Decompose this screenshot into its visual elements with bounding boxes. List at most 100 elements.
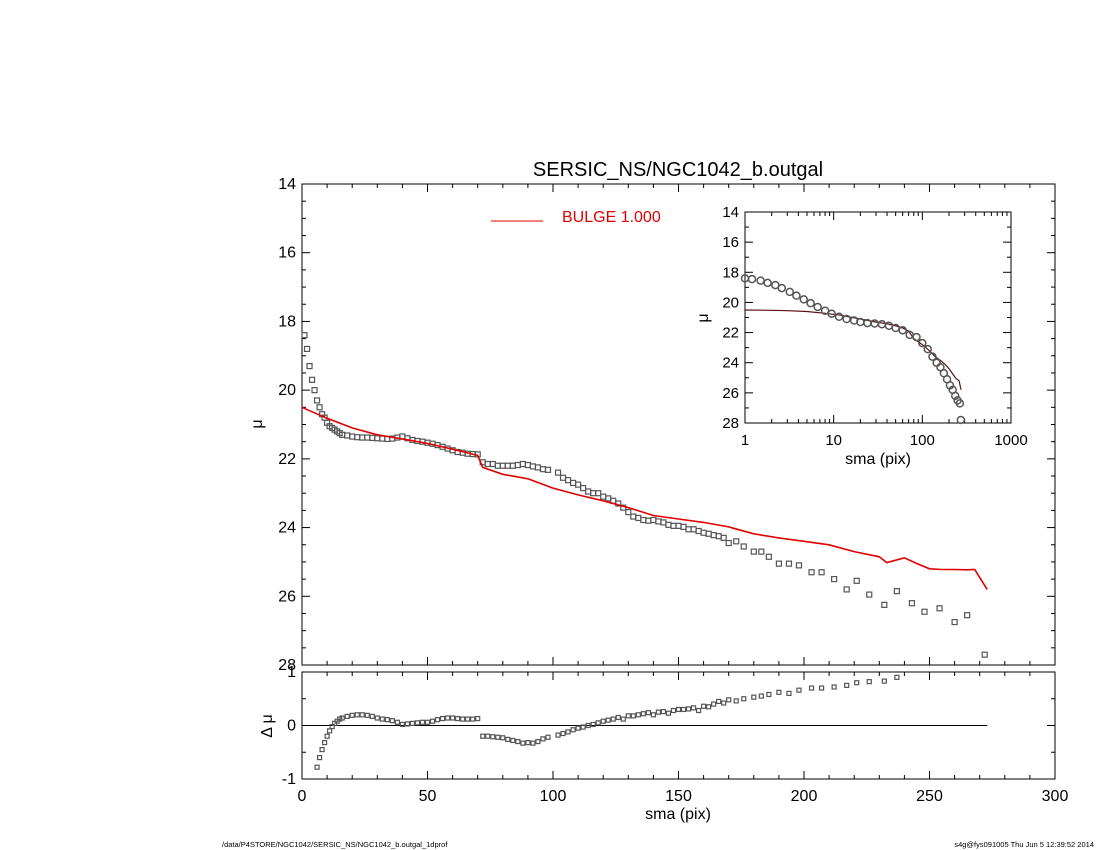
inset-data-point	[799, 295, 809, 304]
data-point	[660, 519, 667, 526]
residual-point	[645, 710, 651, 716]
residual-plot-panel: -101 0 50 100 150 200 250 300 Δ μ sma (pix)	[259, 664, 1068, 823]
residual-point	[570, 727, 576, 733]
residual-point	[630, 713, 636, 719]
data-point	[853, 577, 860, 584]
inset-data-point	[928, 352, 937, 361]
data-point	[785, 560, 793, 567]
x-tick-label: 1	[741, 432, 749, 449]
residual-point	[419, 719, 426, 725]
residual-point	[324, 733, 330, 739]
data-point	[964, 612, 971, 619]
residual-point	[670, 707, 677, 714]
data-point	[715, 533, 722, 540]
data-point	[313, 397, 321, 404]
footer-host-timestamp: s4g@fys091005 Thu Jun 5 12:39:52 2014	[954, 840, 1094, 849]
data-point	[344, 432, 351, 439]
data-point	[349, 433, 356, 440]
y-tick-label: 26	[722, 385, 739, 402]
data-point	[359, 434, 366, 441]
residual-point	[500, 735, 506, 741]
residual-point	[369, 713, 375, 720]
residual-point	[364, 712, 370, 718]
data-point	[710, 532, 717, 539]
data-point	[866, 591, 873, 598]
inset-data-point	[820, 306, 830, 315]
data-point	[514, 461, 521, 469]
data-point	[750, 548, 757, 555]
residual-point	[695, 707, 702, 714]
residual-y-axis-label: Δ μ	[259, 714, 276, 737]
data-point	[595, 490, 602, 497]
data-point	[630, 513, 637, 520]
data-point	[685, 526, 692, 533]
data-point	[544, 466, 552, 473]
data-point	[316, 404, 323, 411]
inset-data-point	[912, 332, 921, 342]
residual-point	[465, 716, 471, 722]
residual-point	[844, 682, 850, 688]
data-point	[600, 493, 607, 500]
data-point	[670, 522, 677, 529]
residual-point	[515, 738, 521, 745]
data-point	[580, 484, 587, 492]
inset-data-point	[806, 298, 815, 308]
residual-point	[818, 685, 825, 691]
residual-y-ticks: -1 0 1	[282, 664, 1055, 788]
data-point	[695, 527, 702, 535]
data-point	[574, 481, 582, 488]
residual-point	[319, 746, 325, 753]
data-point	[640, 516, 647, 524]
data-point	[489, 460, 496, 468]
data-point	[534, 464, 542, 471]
residual-point	[585, 722, 591, 729]
inset-data-point	[918, 338, 927, 348]
inset-data-point	[936, 362, 945, 372]
residual-point	[758, 693, 764, 699]
residual-point	[610, 716, 616, 722]
inset-plot-panel: 14 16 18 20 22 24 26 28 1 10 100 1000 μ sma (pix)	[695, 204, 1028, 468]
residual-point	[690, 705, 697, 711]
inset-data-point	[785, 287, 795, 297]
y-tick-label: 18	[722, 264, 739, 281]
inset-data-point	[950, 391, 960, 401]
data-point	[564, 477, 572, 484]
data-point	[554, 469, 562, 476]
data-point	[740, 543, 747, 550]
data-point	[625, 509, 632, 516]
data-point	[758, 548, 765, 555]
residual-point	[660, 708, 667, 715]
residual-point	[495, 734, 501, 740]
data-point	[301, 332, 308, 339]
residual-point	[716, 698, 722, 705]
data-point	[524, 461, 532, 469]
inset-data-point	[898, 326, 907, 335]
residual-point	[894, 674, 900, 680]
residual-point	[480, 733, 486, 739]
residual-point	[665, 710, 672, 716]
residual-point	[344, 713, 350, 720]
residual-point	[590, 721, 596, 728]
y-tick-label: 24	[722, 355, 739, 372]
residual-point	[404, 721, 411, 727]
data-point	[509, 462, 516, 469]
inset-data-point	[842, 314, 851, 324]
data-point	[605, 495, 612, 502]
residual-point	[339, 715, 345, 721]
data-point	[311, 387, 318, 394]
plot-title: SERSIC_NS/NGC1042_b.outgal	[533, 159, 823, 181]
inset-data-point	[763, 278, 772, 288]
x-tick-label: 50	[419, 788, 437, 805]
data-point	[775, 560, 783, 567]
residual-point	[575, 725, 581, 731]
residual-point	[831, 684, 837, 690]
legend: BULGE 1.000	[491, 209, 661, 226]
residual-point	[434, 717, 441, 723]
residual-point	[721, 700, 727, 706]
data-point	[499, 462, 506, 469]
residual-point	[535, 738, 541, 745]
inset-data-point	[827, 309, 836, 318]
data-point	[680, 523, 687, 530]
data-point	[843, 586, 850, 593]
y-tick-label: 28	[722, 415, 739, 432]
